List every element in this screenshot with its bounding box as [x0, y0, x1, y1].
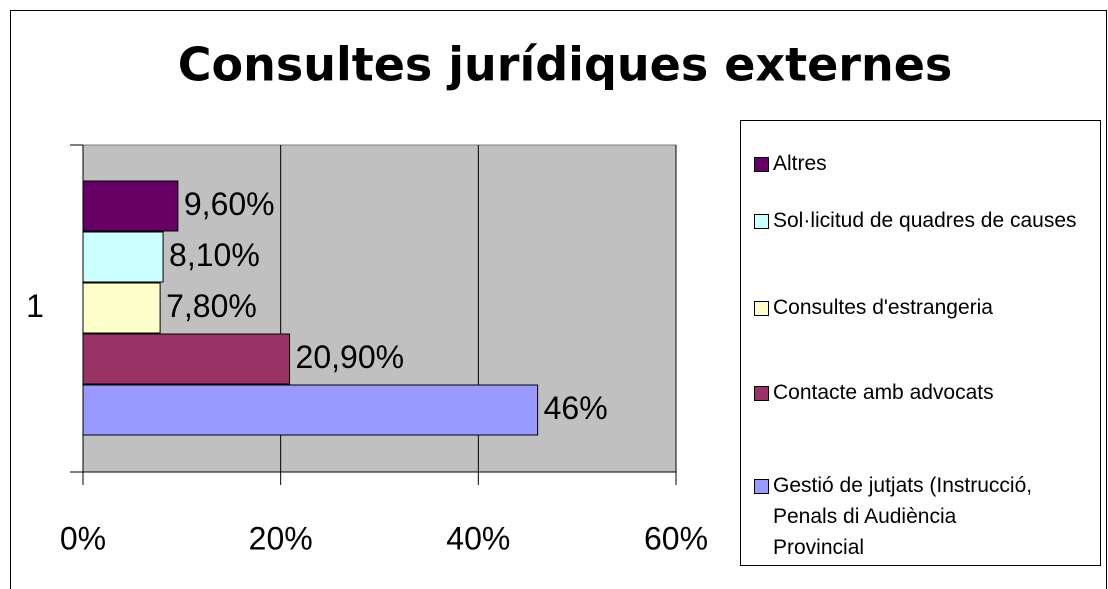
legend-item: Sol·licitud de quadres de causes	[754, 205, 1098, 236]
x-tick-label: 0%	[60, 520, 106, 556]
legend-swatch	[754, 479, 769, 494]
data-label: 9,60%	[184, 186, 275, 222]
y-tick-label: 1	[26, 288, 44, 324]
bar	[82, 333, 291, 385]
bar	[82, 180, 179, 232]
legend-swatch	[754, 214, 769, 229]
legend-label: Altres	[773, 152, 827, 175]
data-label: 7,80%	[166, 288, 257, 324]
legend-swatch	[754, 157, 769, 172]
x-tick-label: 40%	[446, 520, 510, 556]
legend-label: Gestió de jutjats (Instrucció, Penals di…	[773, 474, 1033, 559]
bar	[82, 282, 161, 334]
legend-swatch	[754, 386, 769, 401]
legend-label: Contacte amb advocats	[773, 381, 994, 404]
chart-title: Consultes jurídiques externes	[178, 38, 953, 92]
bar	[82, 384, 539, 436]
chart-border	[10, 10, 1107, 589]
legend-label: Sol·licitud de quadres de causes	[773, 209, 1077, 232]
bar	[82, 231, 164, 283]
legend-box	[740, 120, 1101, 566]
legend-label: Consultes d'estrangeria	[773, 296, 993, 319]
data-label: 46%	[544, 390, 608, 426]
data-label: 8,10%	[169, 237, 260, 273]
legend-item: Altres	[754, 148, 1098, 179]
x-tick-label: 60%	[644, 520, 708, 556]
legend-item: Gestió de jutjats (Instrucció, Penals di…	[754, 470, 1098, 563]
legend-swatch	[754, 301, 769, 316]
legend-item: Consultes d'estrangeria	[754, 292, 1098, 323]
legend-item: Contacte amb advocats	[754, 377, 1098, 408]
data-label: 20,90%	[296, 339, 405, 375]
x-tick-label: 20%	[249, 520, 313, 556]
